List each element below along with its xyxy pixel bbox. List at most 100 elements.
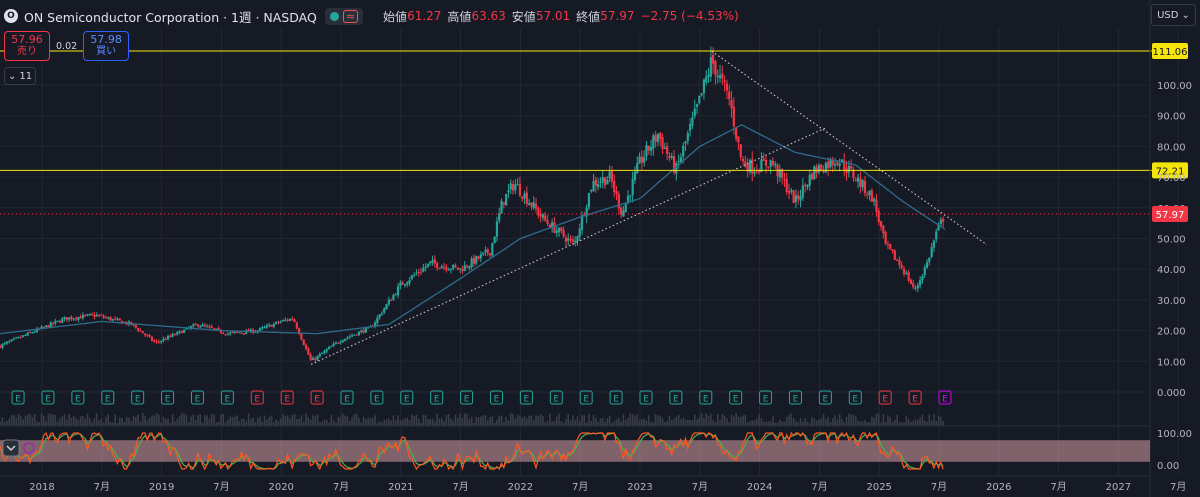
volume-bar (273, 422, 275, 426)
volume-bar (560, 421, 563, 426)
volume-bar (427, 418, 429, 426)
volume-bar (760, 418, 763, 426)
volume-bar (26, 414, 29, 426)
volume-bar (307, 416, 310, 426)
volume-bar (10, 415, 13, 426)
y-tick-label: 40.00 (1157, 265, 1186, 276)
volume-bar (220, 414, 222, 426)
candle-body (192, 324, 195, 327)
volume-bar (608, 415, 611, 426)
volume-bar (323, 419, 326, 426)
volume-bar (834, 415, 836, 426)
candle-body (288, 318, 292, 321)
candle-body (61, 318, 64, 323)
volume-bar (677, 414, 680, 426)
candle-body (482, 252, 485, 255)
candle-body (647, 145, 650, 151)
volume-bar (210, 413, 213, 426)
volume-bar (776, 422, 779, 426)
volume-bar (843, 422, 846, 426)
symbol-title[interactable]: ON Semiconductor Corporation · 1週 · NASD… (24, 9, 317, 25)
volume-bar (475, 416, 478, 426)
volume-bar (861, 421, 864, 426)
volume-bar (190, 416, 192, 426)
candle-body (827, 161, 830, 169)
volume-bar (3, 422, 6, 426)
earnings-marker (131, 390, 145, 405)
candle-body (436, 262, 439, 268)
buy-button[interactable]: 57.98 買い (83, 31, 130, 61)
volume-bar (109, 421, 112, 426)
volume-bar (657, 415, 659, 426)
candle-body (863, 180, 867, 194)
candle-body (539, 213, 542, 217)
volume-bar (822, 413, 825, 426)
volume-bar (719, 420, 721, 426)
candle-body (937, 224, 940, 231)
candle-body (65, 317, 68, 320)
volume-bar (6, 420, 8, 426)
earnings-marker-label: E (494, 395, 500, 405)
candle-body (746, 164, 749, 172)
volume-bar (767, 421, 770, 426)
volume-bar (20, 416, 22, 426)
candle-body (396, 286, 400, 296)
volume-bar (72, 415, 75, 426)
candle-body (263, 327, 266, 329)
candle-body (868, 190, 871, 196)
volume-bar (118, 417, 121, 426)
volume-bar (523, 416, 526, 426)
candles (0, 46, 945, 362)
candle-body (300, 333, 303, 340)
volume-bar (739, 416, 742, 426)
currency-selector[interactable]: USD ⌄ (1151, 4, 1196, 26)
candle-body (677, 161, 680, 163)
candle-body (272, 323, 275, 327)
candle-body (622, 210, 625, 217)
candle-body (753, 171, 756, 174)
candle-body (355, 334, 358, 336)
volume-bar (539, 413, 542, 426)
candle-body (390, 299, 393, 301)
volume-bar (652, 421, 655, 426)
candle-body (22, 335, 25, 337)
candle-body (741, 159, 745, 162)
candle-body (199, 326, 202, 328)
earnings-marker-label: E (703, 395, 709, 405)
market-status-pill[interactable]: ≈ (324, 7, 364, 25)
volume-bar (675, 416, 678, 426)
volume-bar (928, 414, 931, 426)
volume-bar (875, 413, 878, 426)
trendline-1 (310, 127, 826, 365)
candle-body (735, 127, 738, 139)
volume-bar (783, 421, 786, 426)
candle-body (939, 219, 942, 225)
candle-body (51, 322, 55, 324)
volume-bar (716, 414, 719, 426)
candle-body (732, 106, 735, 127)
sell-button[interactable]: 57.96 売り (4, 31, 50, 61)
indicator-list-toggle[interactable]: ⌄ 11 (4, 67, 36, 85)
volume-bar (254, 421, 257, 426)
candle-body (893, 250, 896, 260)
candle-body (507, 190, 510, 193)
volume-bar (746, 422, 749, 426)
candle-body (624, 203, 627, 212)
volume-bar (751, 420, 754, 426)
candle-body (544, 215, 547, 221)
pane-controls[interactable] (2, 436, 38, 462)
volume-bar (933, 414, 935, 426)
volume-bar (344, 415, 346, 426)
volume-bar (114, 414, 116, 426)
candle-body (523, 193, 526, 199)
volume-bar (684, 419, 687, 426)
volume-bar (411, 414, 413, 426)
candle-body (702, 79, 706, 94)
volume-bar (107, 414, 110, 426)
earnings-marker-label: E (823, 395, 829, 405)
volume-bar (785, 416, 788, 426)
volume-bar (187, 421, 190, 426)
candle-body (656, 134, 660, 143)
candle-body (360, 330, 363, 333)
